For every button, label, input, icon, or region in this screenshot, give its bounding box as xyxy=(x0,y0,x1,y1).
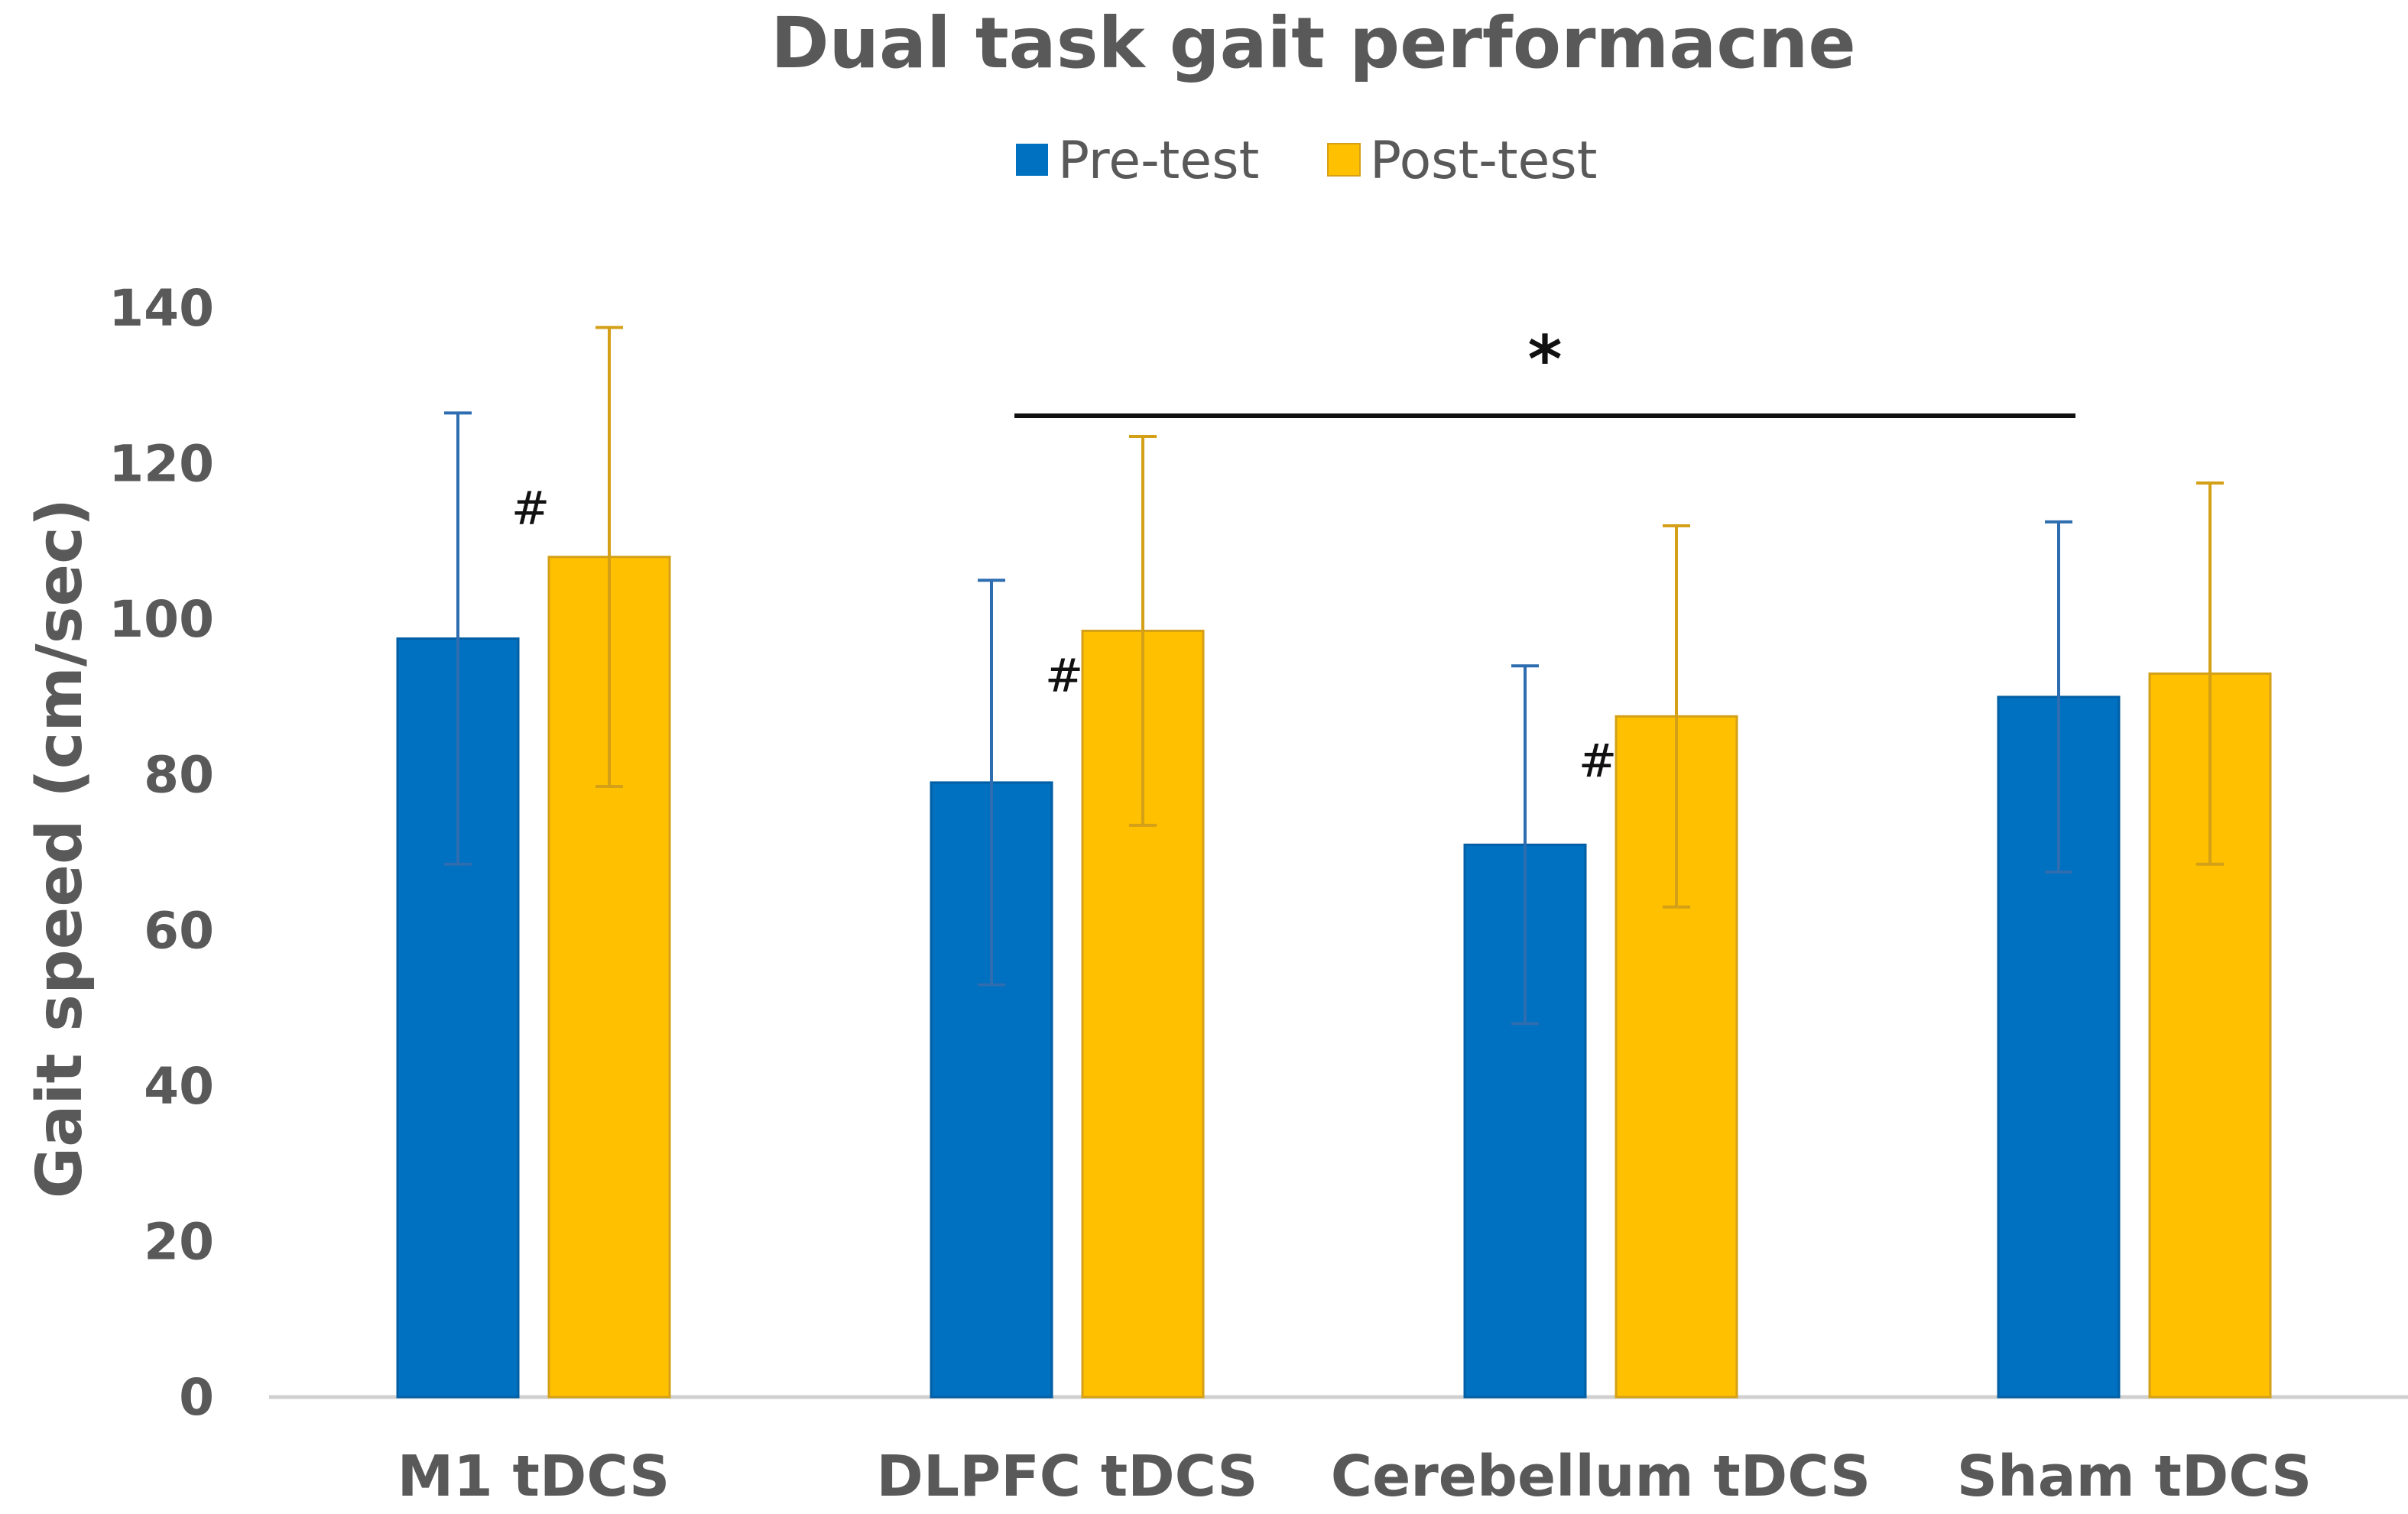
legend-swatch-post-test xyxy=(1327,143,1361,177)
significance-hash: # xyxy=(1579,734,1617,788)
y-tick-label: 0 xyxy=(179,1368,214,1427)
legend-swatch-pre-test xyxy=(1016,144,1048,176)
category-label: M1 tDCS xyxy=(398,1444,670,1509)
y-tick-label: 120 xyxy=(109,435,214,494)
legend-label-pre-test: Pre-test xyxy=(1058,131,1259,191)
y-tick-label: 80 xyxy=(144,746,214,805)
significance-star: * xyxy=(1528,322,1563,398)
y-tick-label: 140 xyxy=(109,279,214,338)
bars xyxy=(396,556,2272,1399)
y-axis-label: Gait speed (cm/sec) xyxy=(24,498,96,1198)
y-tick-label: 20 xyxy=(144,1212,214,1271)
significance-hash: # xyxy=(1045,649,1083,702)
chart-title: Dual task gait performacne xyxy=(771,2,1856,84)
annotations: # # # * xyxy=(511,322,2075,788)
x-axis-labels: M1 tDCS DLPFC tDCS Cerebellum tDCS Sham tDC… xyxy=(398,1444,2312,1509)
y-tick-label: 100 xyxy=(109,590,214,649)
error-bars xyxy=(444,326,2224,1026)
y-tick-label: 60 xyxy=(144,901,214,960)
category-label: Sham tDCS xyxy=(1957,1444,2312,1509)
category-label: Cerebellum tDCS xyxy=(1331,1444,1871,1509)
y-tick-label: 40 xyxy=(144,1057,214,1116)
y-axis-ticks: 0 20 40 60 80 100 120 140 xyxy=(109,279,214,1427)
legend: Pre-test Post-test xyxy=(1016,131,1597,191)
category-label: DLPFC tDCS xyxy=(876,1444,1258,1509)
significance-hash: # xyxy=(511,481,550,535)
legend-label-post-test: Post-test xyxy=(1370,131,1597,191)
